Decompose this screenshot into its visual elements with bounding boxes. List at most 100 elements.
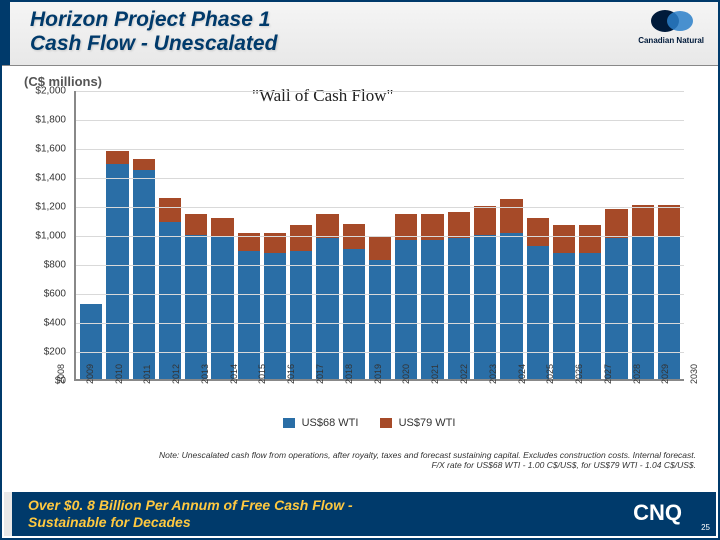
x-tick-label: 2025 <box>545 360 570 388</box>
gridline <box>76 91 684 92</box>
bar-segment-base <box>632 237 654 379</box>
footer-line-2: Sustainable for Decades <box>28 514 353 531</box>
y-tick-label: $1,400 <box>35 173 66 184</box>
x-tick-label: 2013 <box>200 360 225 388</box>
gridline <box>76 120 684 121</box>
footer-accent-stripe <box>4 492 12 536</box>
bar-segment-top <box>658 205 680 237</box>
bar-segment-base <box>133 170 155 379</box>
title-line-1: Horizon Project Phase 1 <box>30 8 702 32</box>
footnote: Note: Unescalated cash flow from operati… <box>2 446 718 472</box>
bar-segment-top <box>527 218 549 246</box>
footer-text: Over $0. 8 Billion Per Annum of Free Cas… <box>28 497 353 531</box>
bar-group <box>264 233 286 379</box>
x-tick-label: 2026 <box>574 360 599 388</box>
bar-segment-top <box>369 237 391 260</box>
gridline <box>76 294 684 295</box>
ticker-symbol: CNQ <box>633 500 682 526</box>
x-tick-label: 2019 <box>373 360 398 388</box>
bar-segment-top <box>290 225 312 251</box>
gridline <box>76 323 684 324</box>
x-tick-label: 2020 <box>401 360 426 388</box>
legend-label-1: US$68 WTI <box>302 417 359 429</box>
x-tick-label: 2024 <box>517 360 542 388</box>
bar-segment-top <box>106 151 128 164</box>
x-tick-label: 2017 <box>315 360 340 388</box>
logo-text: Canadian Natural <box>638 36 704 45</box>
bar-segment-base <box>658 237 680 379</box>
x-tick-label: 2014 <box>229 360 254 388</box>
x-tick-label: 2016 <box>286 360 311 388</box>
legend-swatch-1 <box>283 418 295 428</box>
x-tick-label: 2015 <box>257 360 282 388</box>
x-tick-label: 2021 <box>430 360 455 388</box>
chart-plot: $0$200$400$600$800$1,000$1,200$1,400$1,6… <box>24 91 684 381</box>
bar-group <box>395 214 417 379</box>
company-logo: Canadian Natural <box>638 8 704 45</box>
title-line-2: Cash Flow - Unescalated <box>30 32 702 56</box>
bar-segment-base <box>211 237 233 379</box>
y-axis-labels: $0$200$400$600$800$1,000$1,200$1,400$1,6… <box>24 91 70 381</box>
x-axis-labels: 2008200920102011201220132014201520162017… <box>56 360 714 388</box>
bar-group <box>133 159 155 379</box>
bar-segment-base <box>395 240 417 379</box>
bar-segment-top <box>605 209 627 238</box>
footer: Over $0. 8 Billion Per Annum of Free Cas… <box>4 492 716 536</box>
bar-segment-base <box>159 222 181 379</box>
footer-line-1: Over $0. 8 Billion Per Annum of Free Cas… <box>28 497 353 514</box>
bars-container <box>80 91 680 379</box>
bar-segment-base <box>316 238 338 379</box>
bar-group <box>369 237 391 379</box>
y-tick-label: $1,800 <box>35 115 66 126</box>
x-tick-label: 2030 <box>689 360 714 388</box>
bar-segment-top <box>133 159 155 171</box>
header: Horizon Project Phase 1 Cash Flow - Unes… <box>2 2 718 66</box>
bar-group <box>474 206 496 379</box>
gridline <box>76 352 684 353</box>
bar-group <box>185 214 207 379</box>
gridline <box>76 178 684 179</box>
bar-group <box>290 225 312 379</box>
gridline <box>76 236 684 237</box>
x-tick-label: 2009 <box>85 360 110 388</box>
y-tick-label: $2,000 <box>35 86 66 97</box>
bar-group <box>527 218 549 379</box>
bar-segment-top <box>500 199 522 232</box>
y-tick-label: $400 <box>44 318 66 329</box>
y-tick-label: $1,600 <box>35 144 66 155</box>
y-tick-label: $1,000 <box>35 231 66 242</box>
gridline <box>76 207 684 208</box>
bar-segment-top <box>185 214 207 236</box>
x-tick-label: 2018 <box>344 360 369 388</box>
page-number: 25 <box>701 523 710 532</box>
bar-segment-base <box>500 233 522 379</box>
bar-group <box>421 214 443 379</box>
bar-segment-top <box>159 198 181 223</box>
x-tick-label: 2028 <box>632 360 657 388</box>
bar-group <box>238 233 260 379</box>
footnote-line-1: Note: Unescalated cash flow from operati… <box>24 450 696 460</box>
logo-icon <box>645 8 697 34</box>
bar-group <box>343 224 365 379</box>
bar-segment-top <box>448 212 470 238</box>
legend-label-2: US$79 WTI <box>399 417 456 429</box>
x-tick-label: 2012 <box>171 360 196 388</box>
bar-segment-top <box>579 225 601 253</box>
plot-box <box>74 91 684 381</box>
header-accent-stripe <box>2 2 10 65</box>
bar-segment-base <box>448 238 470 379</box>
bar-segment-base <box>474 235 496 379</box>
bar-group <box>448 212 470 379</box>
bar-group <box>316 214 338 379</box>
bar-segment-top <box>553 225 575 253</box>
slide: Horizon Project Phase 1 Cash Flow - Unes… <box>0 0 720 540</box>
x-tick-label: 2010 <box>114 360 139 388</box>
y-tick-label: $200 <box>44 347 66 358</box>
chart-legend: US$68 WTI US$79 WTI <box>24 417 696 429</box>
bar-group <box>553 225 575 379</box>
bar-segment-base <box>421 240 443 379</box>
gridline <box>76 265 684 266</box>
y-tick-label: $1,200 <box>35 202 66 213</box>
footnote-line-2: F/X rate for US$68 WTI - 1.00 C$/US$, fo… <box>24 460 696 470</box>
bar-segment-top <box>474 206 496 235</box>
